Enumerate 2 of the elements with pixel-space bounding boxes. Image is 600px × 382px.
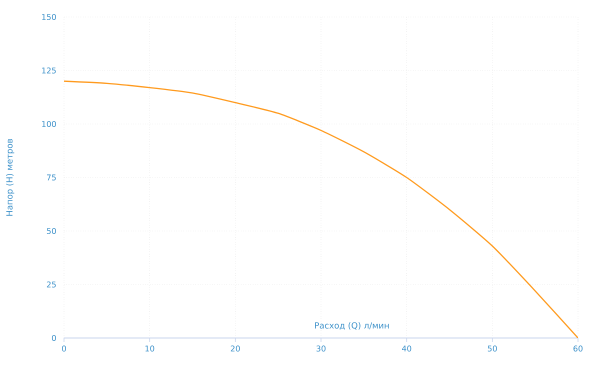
- y-axis-title: Напор (H) метров: [6, 138, 14, 216]
- x-axis-title: Расход (Q) л/мин: [315, 322, 389, 330]
